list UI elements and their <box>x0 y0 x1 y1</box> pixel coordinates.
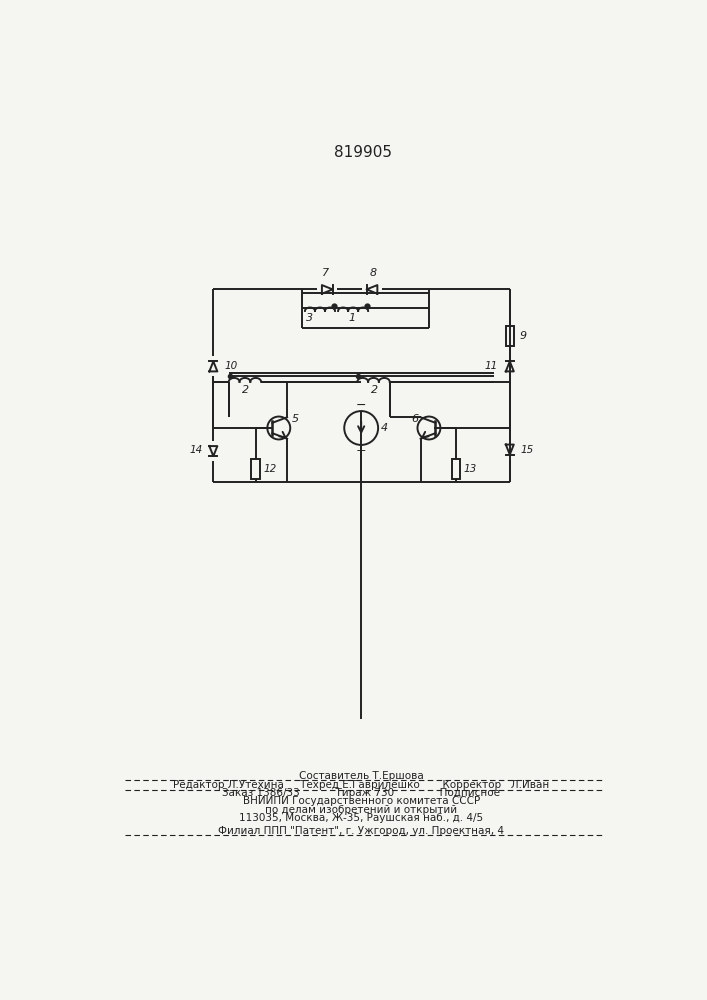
Text: 4: 4 <box>381 423 388 433</box>
Bar <box>506 326 514 346</box>
Text: 14: 14 <box>189 445 203 455</box>
Text: 113035, Москва, Ж-35, Раушская наб., д. 4/5: 113035, Москва, Ж-35, Раушская наб., д. … <box>239 813 484 823</box>
Text: 15: 15 <box>520 445 534 455</box>
Text: 5: 5 <box>292 414 299 424</box>
Text: 1: 1 <box>349 313 356 323</box>
Text: 8: 8 <box>370 268 377 278</box>
Text: Заказ 1386/33           Тираж 730              Подписное: Заказ 1386/33 Тираж 730 Подписное <box>222 788 500 798</box>
Text: 6: 6 <box>411 414 419 424</box>
Bar <box>252 459 260 479</box>
Text: 2: 2 <box>370 385 378 395</box>
Text: по делам изобретений и открытий: по делам изобретений и открытий <box>265 805 457 815</box>
Text: ВНИИПИ Государственного комитета СССР: ВНИИПИ Государственного комитета СССР <box>243 796 480 806</box>
Text: Редактор Л.Утехина     Техред Е.Гаврилешко       Корректор   Л.Иван: Редактор Л.Утехина Техред Е.Гаврилешко К… <box>173 780 549 790</box>
Text: +: + <box>356 444 366 457</box>
Bar <box>452 459 460 479</box>
Text: 13: 13 <box>464 464 477 474</box>
Text: Составитель Т.Ершова: Составитель Т.Ершова <box>299 771 423 781</box>
Text: 819905: 819905 <box>334 145 392 160</box>
Text: 3: 3 <box>306 313 313 323</box>
Text: −: − <box>356 399 366 412</box>
Text: 2: 2 <box>242 385 250 395</box>
Text: 7: 7 <box>322 268 329 278</box>
Text: 12: 12 <box>264 464 276 474</box>
Text: 9: 9 <box>519 331 526 341</box>
Text: 10: 10 <box>224 361 238 371</box>
Circle shape <box>344 411 378 445</box>
Text: 11: 11 <box>484 361 498 371</box>
Text: Филиал ППП "Патент", г. Ужгород, ул. Проектная, 4: Филиал ППП "Патент", г. Ужгород, ул. Про… <box>218 826 504 836</box>
